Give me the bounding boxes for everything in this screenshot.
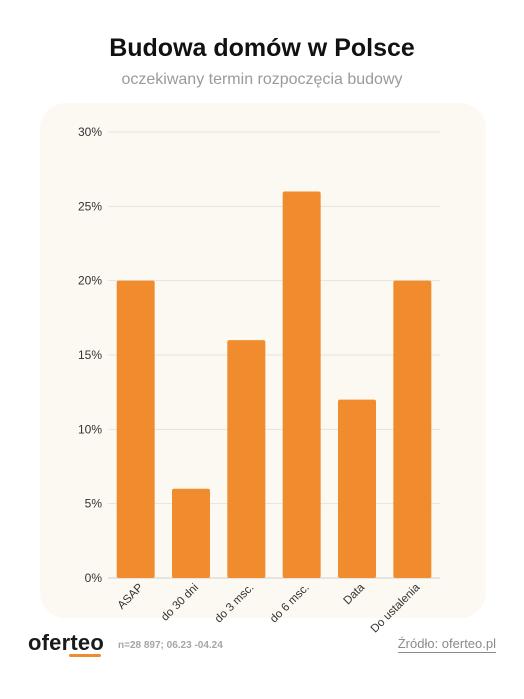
source-link[interactable]: Źródło: oferteo.pl	[397, 636, 496, 653]
chart-subtitle: oczekiwany termin rozpoczęcia budowy	[121, 71, 403, 88]
grid-lines	[108, 131, 440, 579]
bar	[338, 399, 376, 578]
x-tick-label: Data	[341, 581, 367, 607]
sample-note: n=28 897; 06.23 -04.24	[118, 640, 223, 651]
x-tick-label: ASAP	[116, 581, 146, 611]
x-tick-label: do 30 dni	[159, 582, 201, 624]
y-axis-ticks: 0% 5% 10% 15% 20% 25% 30%	[78, 125, 102, 585]
bars	[116, 191, 432, 578]
y-tick-label: 10%	[78, 422, 102, 436]
x-tick-label: do 6 msc.	[268, 582, 312, 626]
bar	[172, 488, 210, 578]
chart-title: Budowa domów w Polsce	[109, 34, 415, 62]
y-tick-label: 25%	[78, 199, 102, 213]
bar	[116, 280, 155, 578]
bar	[393, 280, 432, 578]
logo-accent-underline	[69, 654, 101, 657]
bar	[282, 191, 321, 578]
y-tick-label: 20%	[78, 274, 102, 288]
y-tick-label: 0%	[85, 571, 103, 585]
oferteo-logo: oferteo	[28, 630, 104, 655]
y-tick-label: 5%	[85, 497, 103, 511]
bar	[227, 340, 266, 578]
x-tick-label: Do ustalenia	[369, 581, 423, 635]
x-axis-ticks: ASAP do 30 dni do 3 msc. do 6 msc. Data Do us…	[116, 581, 423, 635]
y-tick-label: 30%	[78, 125, 102, 139]
x-tick-label: do 3 msc.	[213, 582, 257, 626]
y-tick-label: 15%	[78, 348, 102, 362]
